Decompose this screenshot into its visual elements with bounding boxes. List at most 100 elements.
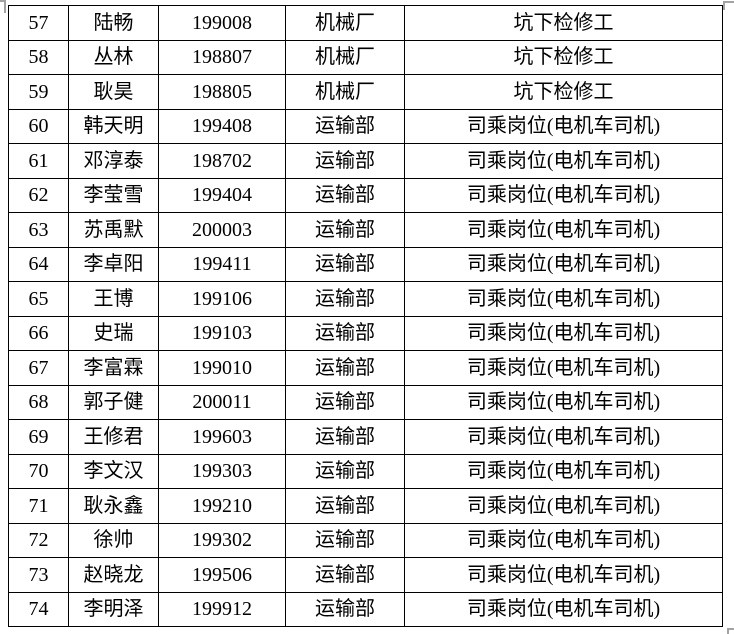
cell-position[interactable]: 司乘岗位(电机车司机) <box>404 488 723 524</box>
cell-department[interactable]: 运输部 <box>285 557 405 593</box>
cell-name[interactable]: 赵晓龙 <box>68 557 159 593</box>
cell-position[interactable]: 司乘岗位(电机车司机) <box>404 453 723 489</box>
cell-emp_id[interactable]: 199603 <box>158 419 286 455</box>
cell-position[interactable]: 司乘岗位(电机车司机) <box>404 384 723 420</box>
cell-name[interactable]: 王修君 <box>68 419 159 455</box>
cell-department[interactable]: 运输部 <box>285 281 405 317</box>
cell-name[interactable]: 丛林 <box>68 39 159 75</box>
cell-department[interactable]: 运输部 <box>285 522 405 558</box>
cell-emp_id[interactable]: 199404 <box>158 177 286 213</box>
cell-emp_id[interactable]: 199210 <box>158 488 286 524</box>
cell-position[interactable]: 坑下检修工 <box>404 39 723 75</box>
cell-name[interactable]: 邓淳泰 <box>68 143 159 179</box>
cell-department[interactable]: 运输部 <box>285 384 405 420</box>
cell-name[interactable]: 史瑞 <box>68 315 159 351</box>
cell-emp_id[interactable]: 200011 <box>158 384 286 420</box>
cell-department[interactable]: 运输部 <box>285 143 405 179</box>
cell-department[interactable]: 运输部 <box>285 488 405 524</box>
cell-no[interactable]: 58 <box>8 39 69 75</box>
cell-emp_id[interactable]: 199411 <box>158 246 286 282</box>
cell-emp_id[interactable]: 199103 <box>158 315 286 351</box>
cell-name[interactable]: 徐帅 <box>68 522 159 558</box>
cell-emp_id[interactable]: 199106 <box>158 281 286 317</box>
cell-position[interactable]: 坑下检修工 <box>404 5 723 41</box>
cell-emp_id[interactable]: 199506 <box>158 557 286 593</box>
cell-position[interactable]: 司乘岗位(电机车司机) <box>404 281 723 317</box>
cell-name[interactable]: 韩天明 <box>68 108 159 144</box>
cell-position[interactable]: 司乘岗位(电机车司机) <box>404 522 723 558</box>
table-row: 64 李卓阳 199411 运输部 司乘岗位(电机车司机) <box>8 246 723 282</box>
table-boundary-mark-icon <box>723 1 734 10</box>
cell-emp_id[interactable]: 199010 <box>158 350 286 386</box>
cell-name[interactable]: 李卓阳 <box>68 246 159 282</box>
cell-position[interactable]: 司乘岗位(电机车司机) <box>404 419 723 455</box>
cell-department[interactable]: 运输部 <box>285 108 405 144</box>
cell-name[interactable]: 李富霖 <box>68 350 159 386</box>
cell-position[interactable]: 坑下检修工 <box>404 74 723 110</box>
cell-no[interactable]: 73 <box>8 557 69 593</box>
cell-name[interactable]: 李文汉 <box>68 453 159 489</box>
cell-department[interactable]: 运输部 <box>285 453 405 489</box>
cell-no[interactable]: 61 <box>8 143 69 179</box>
table-row: 69 王修君 199603 运输部 司乘岗位(电机车司机) <box>8 419 723 455</box>
cell-position[interactable]: 司乘岗位(电机车司机) <box>404 591 723 627</box>
cell-name[interactable]: 耿永鑫 <box>68 488 159 524</box>
cell-emp_id[interactable]: 199008 <box>158 5 286 41</box>
table-row: 66 史瑞 199103 运输部 司乘岗位(电机车司机) <box>8 315 723 351</box>
cell-no[interactable]: 59 <box>8 74 69 110</box>
cell-department[interactable]: 机械厂 <box>285 5 405 41</box>
table-row: 65 王博 199106 运输部 司乘岗位(电机车司机) <box>8 281 723 317</box>
cell-name[interactable]: 苏禹默 <box>68 212 159 248</box>
cell-department[interactable]: 机械厂 <box>285 74 405 110</box>
cell-position[interactable]: 司乘岗位(电机车司机) <box>404 350 723 386</box>
cell-no[interactable]: 70 <box>8 453 69 489</box>
cell-no[interactable]: 60 <box>8 108 69 144</box>
cell-no[interactable]: 63 <box>8 212 69 248</box>
table-move-handle-icon[interactable] <box>0 0 6 13</box>
cell-no[interactable]: 66 <box>8 315 69 351</box>
cell-emp_id[interactable]: 198807 <box>158 39 286 75</box>
cell-no[interactable]: 71 <box>8 488 69 524</box>
cell-position[interactable]: 司乘岗位(电机车司机) <box>404 212 723 248</box>
cell-department[interactable]: 运输部 <box>285 591 405 627</box>
cell-no[interactable]: 62 <box>8 177 69 213</box>
cell-department[interactable]: 运输部 <box>285 350 405 386</box>
cell-no[interactable]: 68 <box>8 384 69 420</box>
cell-department[interactable]: 运输部 <box>285 315 405 351</box>
cell-emp_id[interactable]: 200003 <box>158 212 286 248</box>
cell-position[interactable]: 司乘岗位(电机车司机) <box>404 177 723 213</box>
cell-no[interactable]: 74 <box>8 591 69 627</box>
cell-emp_id[interactable]: 199303 <box>158 453 286 489</box>
cell-emp_id[interactable]: 199408 <box>158 108 286 144</box>
cell-name[interactable]: 李明泽 <box>68 591 159 627</box>
cell-name[interactable]: 郭子健 <box>68 384 159 420</box>
cell-no[interactable]: 69 <box>8 419 69 455</box>
cell-position[interactable]: 司乘岗位(电机车司机) <box>404 557 723 593</box>
cell-emp_id[interactable]: 199302 <box>158 522 286 558</box>
cell-department[interactable]: 运输部 <box>285 246 405 282</box>
cell-name[interactable]: 耿昊 <box>68 74 159 110</box>
cell-position[interactable]: 司乘岗位(电机车司机) <box>404 315 723 351</box>
cell-no[interactable]: 72 <box>8 522 69 558</box>
cell-no[interactable]: 65 <box>8 281 69 317</box>
cell-no[interactable]: 57 <box>8 5 69 41</box>
cell-department[interactable]: 运输部 <box>285 419 405 455</box>
table-row: 67 李富霖 199010 运输部 司乘岗位(电机车司机) <box>8 350 723 386</box>
cell-position[interactable]: 司乘岗位(电机车司机) <box>404 108 723 144</box>
cell-department[interactable]: 运输部 <box>285 177 405 213</box>
cell-department[interactable]: 机械厂 <box>285 39 405 75</box>
cell-emp_id[interactable]: 198805 <box>158 74 286 110</box>
table-resize-handle-icon[interactable] <box>727 628 734 634</box>
cell-emp_id[interactable]: 198702 <box>158 143 286 179</box>
cell-position[interactable]: 司乘岗位(电机车司机) <box>404 143 723 179</box>
table-row: 62 李莹雪 199404 运输部 司乘岗位(电机车司机) <box>8 177 723 213</box>
cell-emp_id[interactable]: 199912 <box>158 591 286 627</box>
cell-department[interactable]: 运输部 <box>285 212 405 248</box>
cell-name[interactable]: 李莹雪 <box>68 177 159 213</box>
cell-name[interactable]: 陆畅 <box>68 5 159 41</box>
cell-no[interactable]: 67 <box>8 350 69 386</box>
cell-name[interactable]: 王博 <box>68 281 159 317</box>
cell-position[interactable]: 司乘岗位(电机车司机) <box>404 246 723 282</box>
cell-no[interactable]: 64 <box>8 246 69 282</box>
